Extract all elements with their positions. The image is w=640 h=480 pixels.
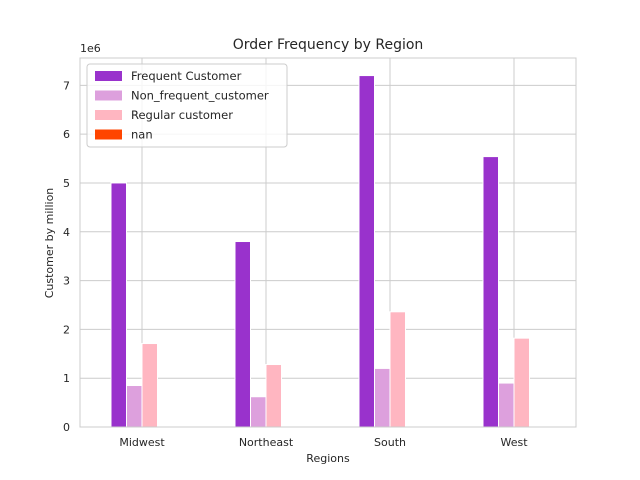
bar-regular-customer-northeast [265,364,282,428]
y-axis-ticks: 0 1 2 3 4 5 6 7 [63,79,70,434]
legend-label: Regular customer [131,108,233,122]
bar-regular-customer-south [389,311,406,428]
y-axis-offset-label: 1e6 [80,42,101,55]
bar-non-frequent-customer-northeast [250,396,267,428]
legend: Frequent Customer Non_frequent_customer Re… [86,63,288,148]
y-tick-label: 6 [63,128,70,141]
bar-regular-customer-west [513,337,530,428]
legend-swatch [95,110,122,120]
legend-swatch [95,90,122,101]
legend-label: Non_frequent_customer [131,89,269,103]
chart-title: Order Frequency by Region [233,37,424,53]
bars [110,75,530,428]
bar-frequent-customer-midwest [110,182,127,428]
y-tick-label: 5 [63,177,70,190]
bar-frequent-customer-northeast [234,241,251,428]
y-tick-label: 7 [63,79,70,92]
bar-regular-customer-midwest [141,343,158,428]
y-tick-label: 0 [63,421,70,434]
x-tick-label: South [374,436,406,449]
plot-frame [79,57,577,428]
bar-non-frequent-customer-south [374,367,391,428]
legend-label: nan [131,128,153,142]
y-tick-label: 1 [63,372,70,385]
y-tick-label: 4 [63,226,70,239]
legend-swatch [95,71,122,81]
x-tick-label: West [500,436,528,449]
x-axis-ticks: Midwest Northeast South West [119,436,528,449]
legend-label: Frequent Customer [131,69,242,83]
y-tick-label: 2 [63,323,70,336]
legend-swatch [95,129,122,140]
bar-frequent-customer-south [358,75,375,428]
legend-box [86,63,288,148]
y-tick-label: 3 [63,275,70,288]
bar-frequent-customer-west [482,156,499,428]
x-tick-label: Midwest [119,436,165,449]
bar-non-frequent-customer-midwest [126,385,143,428]
x-axis-label: Regions [306,452,350,465]
y-axis-label: Customer by million [43,188,56,299]
bar-non-frequent-customer-west [498,382,515,428]
x-tick-label: Northeast [239,436,294,449]
